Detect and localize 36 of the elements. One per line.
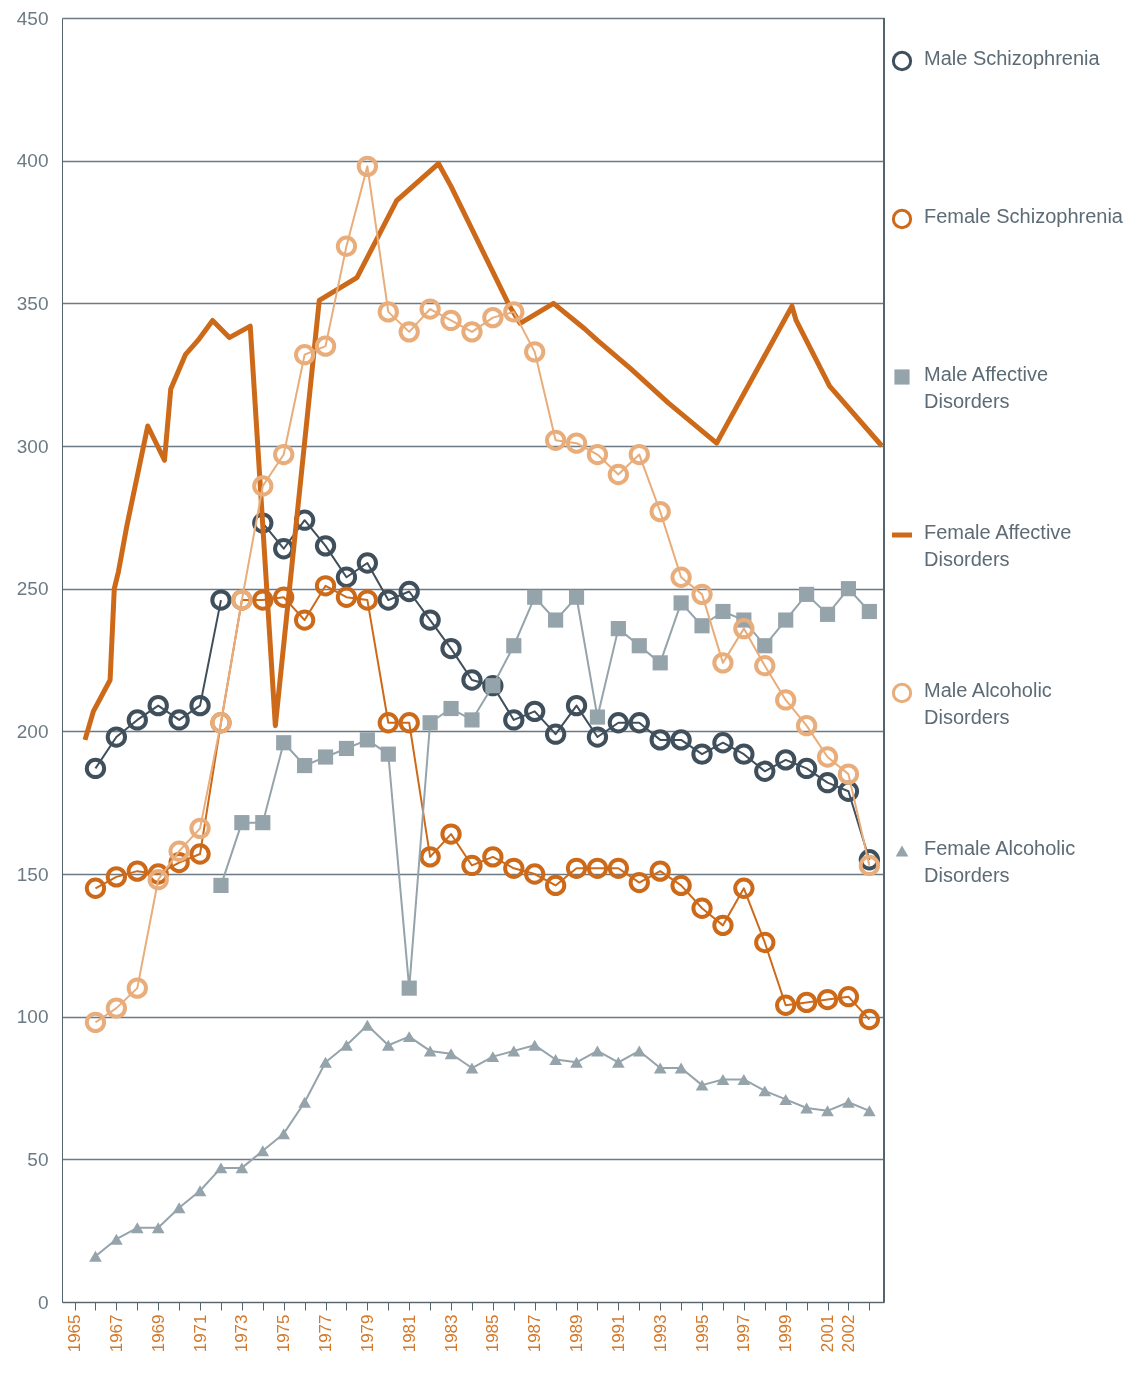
x-tick-label: 1971	[190, 1314, 210, 1353]
x-tick-label: 1983	[441, 1314, 461, 1353]
x-tick-label: 1975	[274, 1314, 294, 1353]
x-tick-label: 1985	[483, 1314, 503, 1353]
x-tick-label: 1987	[525, 1314, 545, 1353]
y-tick-label: 450	[16, 7, 49, 29]
x-tick-label: 1999	[776, 1314, 796, 1353]
y-tick-label: 250	[16, 578, 49, 600]
x-tick-label: 2002	[838, 1314, 858, 1353]
y-tick-label: 0	[37, 1291, 49, 1313]
x-tick-label: 1989	[567, 1314, 587, 1353]
legend-label: Female Affective Disorders	[924, 521, 1072, 570]
x-tick-label: 2001	[818, 1314, 838, 1353]
y-tick-label: 350	[16, 292, 49, 314]
x-tick-label: 1991	[608, 1314, 628, 1353]
y-tick-label: 150	[16, 863, 49, 885]
x-tick-label: 1995	[692, 1314, 712, 1353]
legend-label: Male Alcoholic Disorders	[924, 679, 1052, 728]
x-tick-label: 1969	[148, 1314, 168, 1353]
y-tick-label: 300	[16, 435, 49, 457]
x-tick-label: 1993	[650, 1314, 670, 1353]
x-tick-label: 1997	[734, 1314, 754, 1353]
legend-label: Male Affective Disorders	[924, 363, 1049, 412]
x-tick-label: 1981	[399, 1314, 419, 1353]
x-tick-label: 1979	[357, 1314, 377, 1353]
x-tick-label: 1965	[65, 1314, 85, 1353]
legend-label: Male Schizophrenia	[924, 47, 1101, 69]
x-tick-label: 1977	[316, 1314, 336, 1353]
y-tick-label: 100	[16, 1006, 49, 1028]
x-tick-label: 1973	[232, 1314, 252, 1353]
legend-label: Female Schizophrenia	[924, 205, 1124, 227]
y-tick-label: 200	[16, 720, 49, 742]
legend-label: Female Alcoholic Disorders	[924, 837, 1076, 886]
x-tick-label: 1967	[106, 1314, 126, 1353]
y-tick-label: 50	[27, 1148, 49, 1170]
y-tick-label: 400	[16, 150, 49, 172]
